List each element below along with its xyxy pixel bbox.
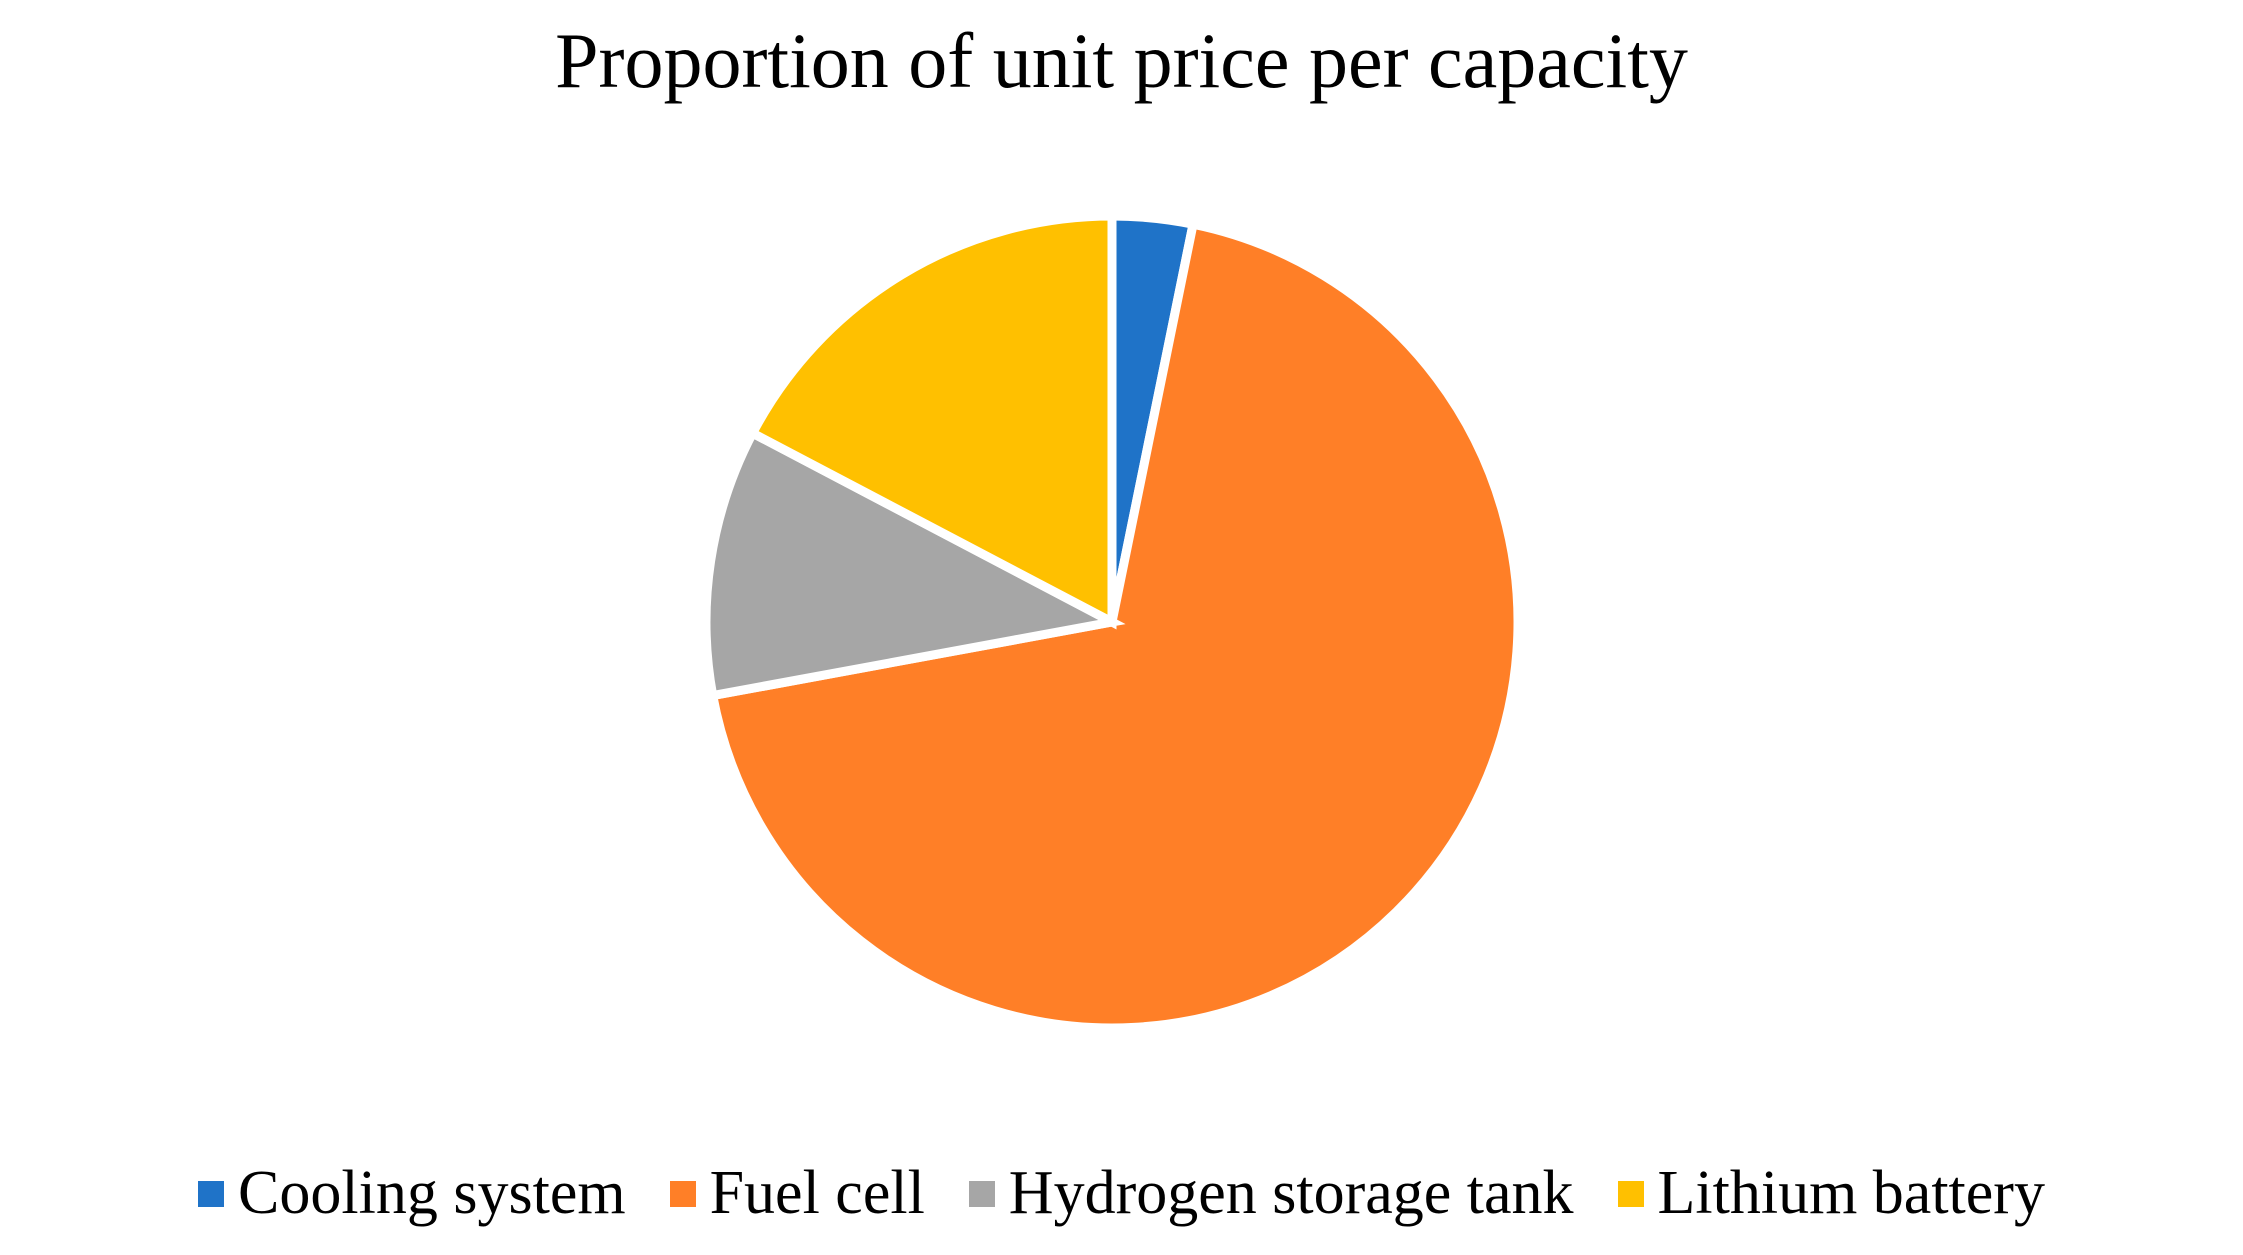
legend-item-lithium-battery: Lithium battery <box>1617 1158 2045 1229</box>
legend-item-cooling-system: Cooling system <box>198 1158 626 1229</box>
legend-swatch-lithium-battery <box>1617 1180 1644 1207</box>
legend: Cooling system Fuel cell Hydrogen storage … <box>0 1158 2243 1229</box>
legend-swatch-hydrogen-storage-tank <box>968 1180 995 1207</box>
legend-item-fuel-cell: Fuel cell <box>669 1158 925 1229</box>
pie-slice-hydrogen-storage-tank <box>701 427 1126 701</box>
legend-swatch-fuel-cell <box>669 1180 696 1207</box>
legend-label-fuel-cell: Fuel cell <box>709 1159 925 1227</box>
pie-slice-lithium-battery <box>746 211 1117 630</box>
legend-label-cooling-system: Cooling system <box>238 1159 626 1227</box>
chart-title: Proportion of unit price per capacity <box>555 17 1688 104</box>
legend-label-lithium-battery: Lithium battery <box>1657 1159 2045 1227</box>
legend-item-hydrogen-storage-tank: Hydrogen storage tank <box>968 1158 1574 1229</box>
legend-swatch-cooling-system <box>198 1180 225 1207</box>
legend-label-hydrogen-storage-tank: Hydrogen storage tank <box>1008 1159 1574 1227</box>
